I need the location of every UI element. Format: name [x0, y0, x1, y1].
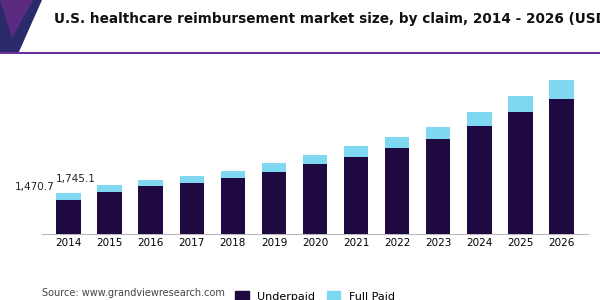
Polygon shape	[0, 0, 33, 38]
Legend: Underpaid, Full Paid: Underpaid, Full Paid	[235, 291, 395, 300]
Bar	[56, 193, 81, 200]
Bar	[549, 99, 574, 234]
Bar	[302, 164, 328, 234]
Bar	[344, 157, 368, 234]
Bar	[221, 178, 245, 234]
Bar	[97, 185, 122, 192]
Bar	[508, 96, 533, 112]
Bar	[426, 127, 451, 139]
Bar	[344, 146, 368, 157]
Bar	[262, 172, 286, 234]
Bar	[302, 155, 328, 164]
Text: U.S. healthcare reimbursement market size, by claim, 2014 - 2026 (USD billion): U.S. healthcare reimbursement market siz…	[54, 12, 600, 26]
Bar	[262, 163, 286, 172]
Bar	[385, 137, 409, 148]
Text: Source: www.grandviewresearch.com: Source: www.grandviewresearch.com	[42, 289, 225, 298]
Bar	[385, 148, 409, 234]
Bar	[97, 192, 122, 234]
Bar	[467, 126, 491, 234]
Bar	[508, 112, 533, 234]
Bar	[467, 112, 491, 126]
Bar	[179, 183, 204, 234]
Polygon shape	[0, 0, 42, 54]
Bar	[139, 180, 163, 186]
Bar	[221, 171, 245, 178]
Text: 1,470.7: 1,470.7	[14, 182, 55, 192]
Bar	[549, 80, 574, 99]
Bar	[56, 200, 81, 234]
Text: 1,745.1: 1,745.1	[55, 174, 95, 184]
Bar	[426, 139, 451, 234]
Bar	[179, 176, 204, 183]
Bar	[139, 186, 163, 234]
